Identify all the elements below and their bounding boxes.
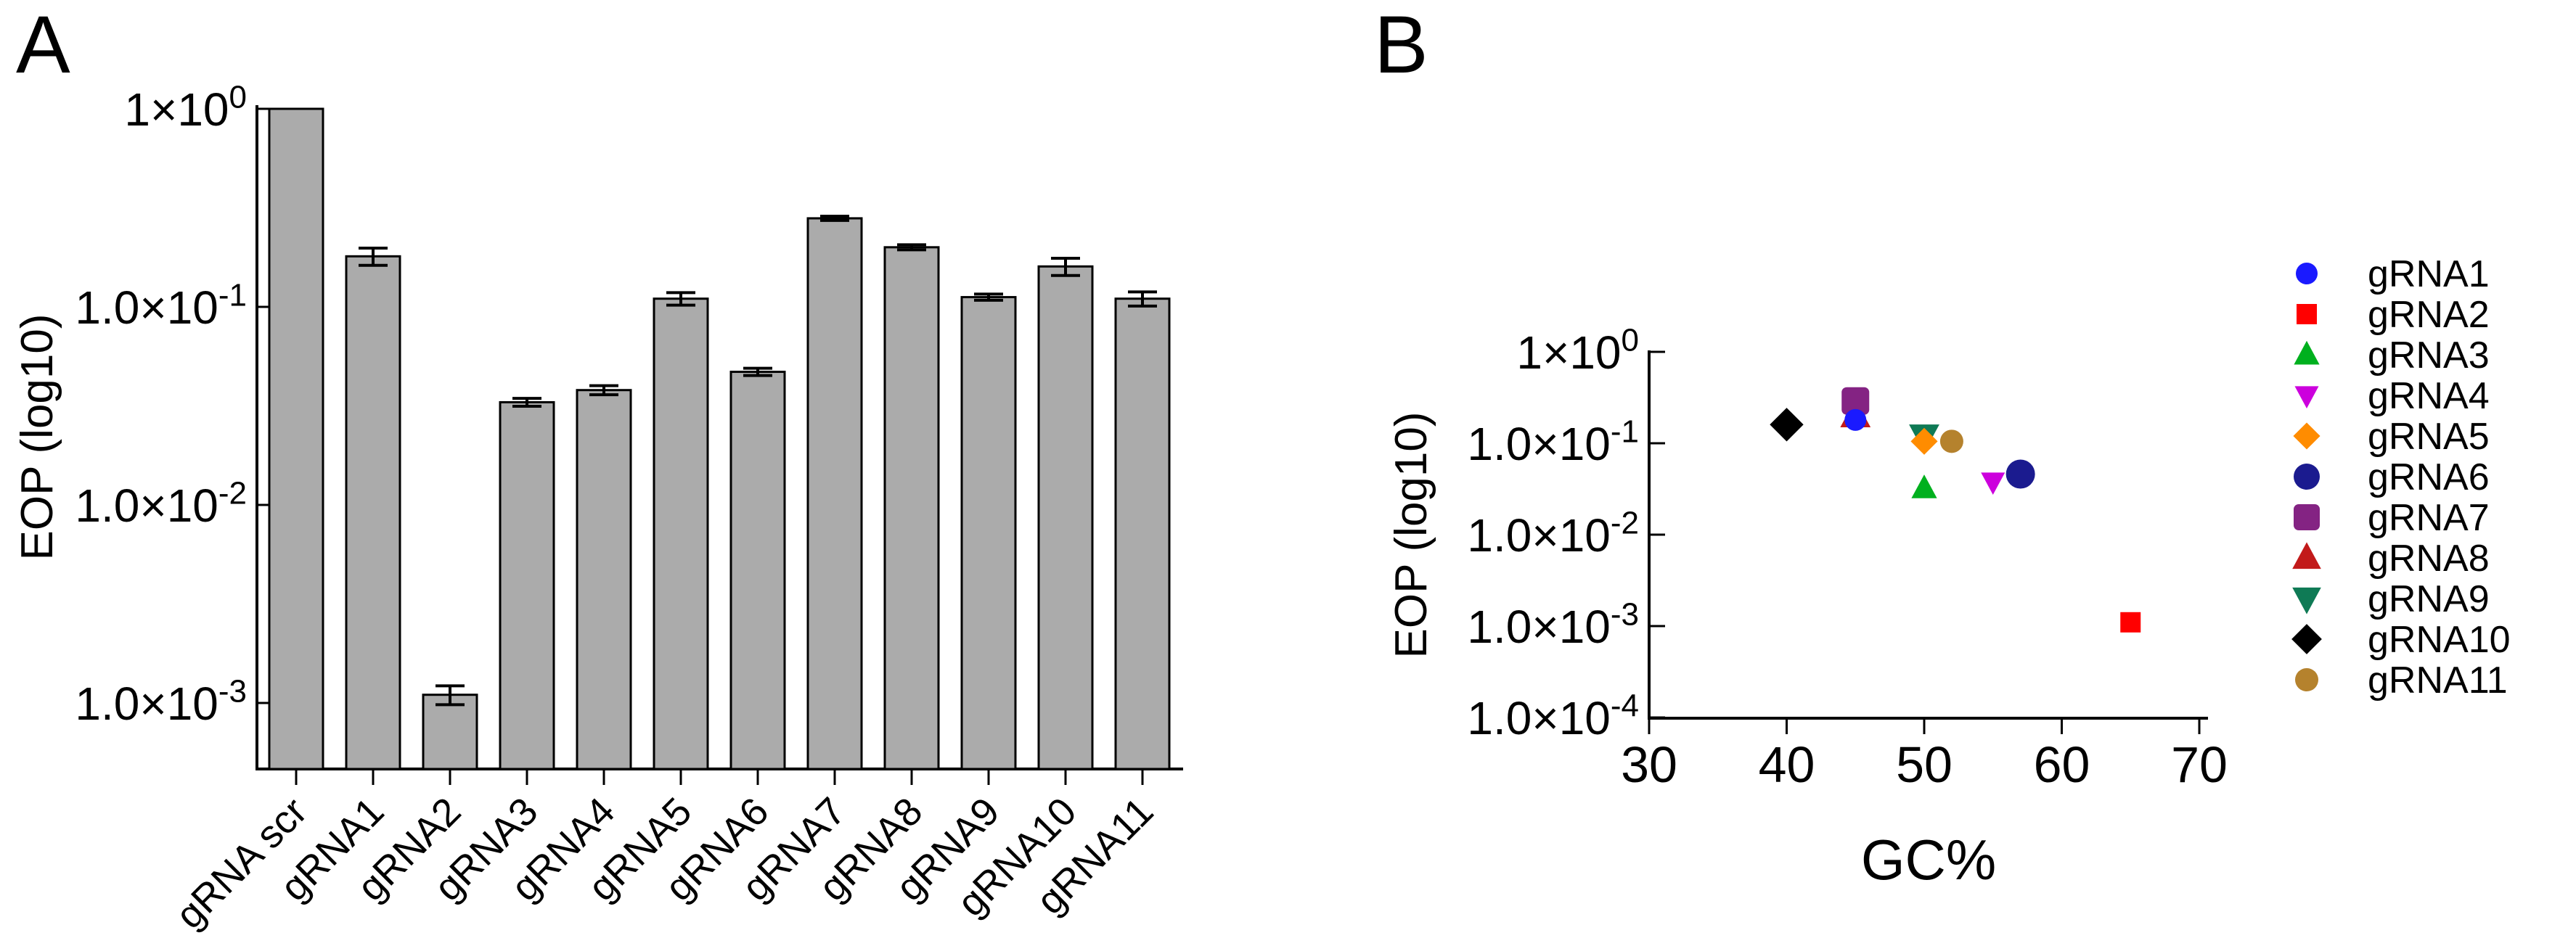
scatter-point-gRNA1 — [1844, 408, 1867, 431]
bar-gRNA-scr — [268, 107, 324, 770]
panel-b-y-tick-label: 1.0×10-1 — [1467, 414, 1639, 470]
bar-gRNA6 — [729, 371, 786, 770]
panel-b-x-tick-label: 40 — [1759, 736, 1815, 793]
panel-b-x-axis-title: GC% — [1861, 828, 1996, 892]
scatter-point-gRNA11 — [1939, 429, 1963, 453]
legend-label-gRNA6: gRNA6 — [2368, 456, 2490, 498]
scatter-point-gRNA4 — [1981, 472, 2005, 495]
legend-marker-gRNA6 — [2294, 464, 2320, 490]
panel-a-y-tick-label: 1.0×10-3 — [75, 674, 247, 730]
legend-marker-gRNA11 — [2295, 668, 2318, 691]
legend-marker-gRNA2 — [2297, 304, 2317, 324]
panel-b-x-tick-label: 70 — [2171, 736, 2228, 793]
bar-gRNA4 — [576, 389, 632, 770]
bar-gRNA8 — [883, 246, 940, 770]
legend-marker-gRNA8 — [2292, 542, 2321, 569]
scatter-point-gRNA2 — [2120, 612, 2141, 633]
scatter-point-gRNA10 — [1770, 408, 1804, 442]
bar-gRNA3 — [499, 400, 555, 770]
scatter-point-gRNA3 — [1911, 474, 1937, 498]
legend-label-gRNA3: gRNA3 — [2368, 334, 2490, 377]
legend-label-gRNA11: gRNA11 — [2368, 659, 2508, 702]
panel-b-y-tick-label: 1.0×10-3 — [1467, 597, 1639, 653]
legend-marker-gRNA10 — [2291, 624, 2322, 654]
panel-b-y-tick-label: 1×100 — [1516, 323, 1639, 379]
legend-label-gRNA4: gRNA4 — [2368, 375, 2490, 417]
legend-label-gRNA10: gRNA10 — [2368, 619, 2511, 661]
legend-marker-gRNA1 — [2296, 263, 2318, 284]
legend-marker-gRNA4 — [2294, 386, 2319, 408]
panel-b-y-axis-title: EOP (log10) — [1386, 411, 1436, 658]
bar-gRNA7 — [806, 217, 863, 770]
panel-a-y-tick-label: 1.0×10-1 — [75, 278, 247, 334]
panel-b-label: B — [1374, 0, 1428, 90]
legend-label-gRNA8: gRNA8 — [2368, 538, 2490, 580]
panel-a-y-tick-label: 1.0×10-2 — [75, 476, 247, 532]
panel-a-label: A — [16, 0, 70, 90]
bar-gRNA10 — [1037, 265, 1094, 770]
legend-label-gRNA2: gRNA2 — [2368, 294, 2490, 336]
bar-gRNA5 — [653, 297, 709, 770]
legend-marker-gRNA9 — [2292, 587, 2321, 614]
legend-marker-gRNA7 — [2294, 504, 2320, 530]
panel-a-y-tick-label: 1×100 — [124, 80, 247, 136]
scatter-point-gRNA6 — [2005, 459, 2035, 489]
panel-b-x-tick-label: 50 — [1896, 736, 1953, 793]
legend-label-gRNA1: gRNA1 — [2368, 253, 2490, 295]
scatter-point-gRNA5 — [1910, 427, 1938, 455]
legend-marker-gRNA3 — [2294, 340, 2320, 365]
panel-b-y-tick-label: 1.0×10-4 — [1467, 688, 1639, 744]
legend-marker-gRNA5 — [2293, 422, 2321, 450]
legend-label-gRNA9: gRNA9 — [2368, 578, 2490, 620]
panel-b-y-tick-label: 1.0×10-2 — [1467, 506, 1639, 562]
scatter-point-gRNA7 — [1841, 387, 1870, 415]
panel-a-y-axis-title: EOP (log10) — [12, 313, 62, 560]
panel-b-x-tick-label: 60 — [2034, 736, 2090, 793]
panel-b-x-tick-label: 30 — [1621, 736, 1677, 793]
bar-gRNA1 — [345, 255, 401, 770]
bar-gRNA9 — [960, 296, 1017, 770]
bar-gRNA11 — [1114, 297, 1171, 770]
legend-label-gRNA7: gRNA7 — [2368, 497, 2490, 539]
legend-label-gRNA5: gRNA5 — [2368, 416, 2490, 458]
